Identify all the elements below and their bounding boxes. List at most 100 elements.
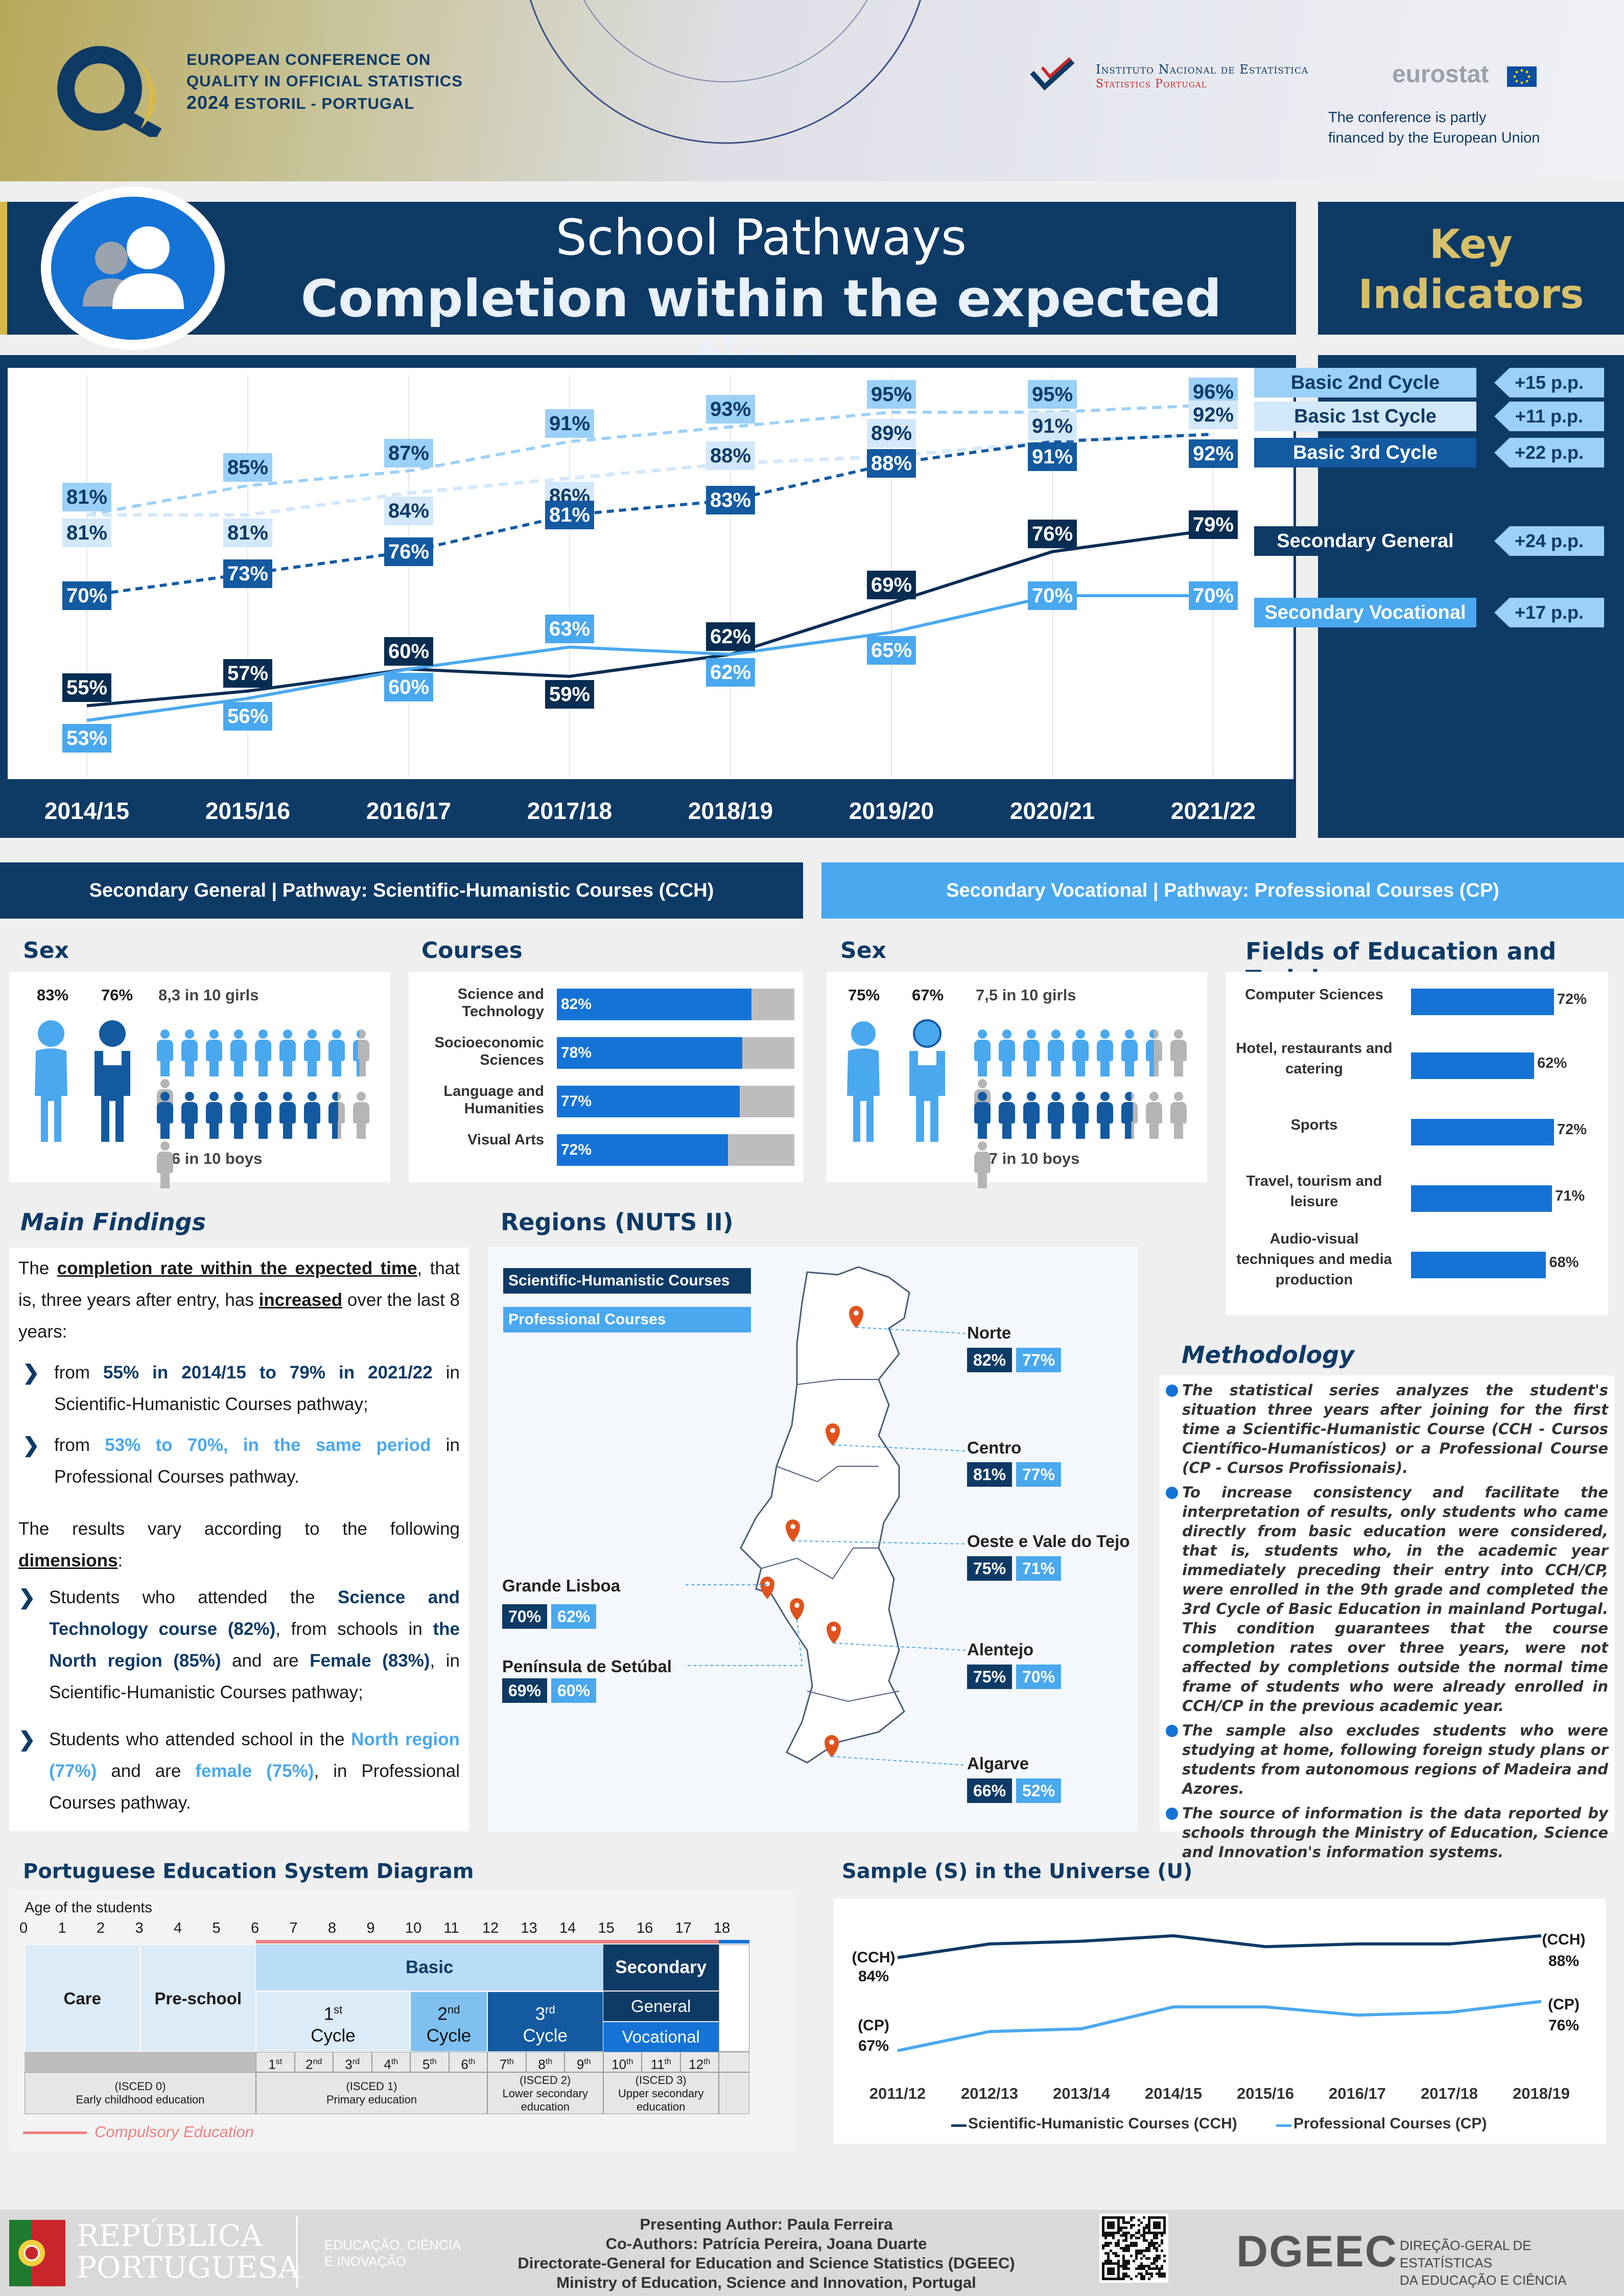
field-bar: [1411, 1185, 1552, 1212]
region-name: Algarve: [967, 1754, 1029, 1773]
portugal-map: [685, 1266, 966, 1766]
legend-cp: Professional Courses: [503, 1307, 751, 1332]
region-cp-value: 77%: [1016, 1348, 1061, 1372]
data-label-basic-1st-cycle: 81%: [223, 518, 273, 547]
person-icon: [1047, 1092, 1065, 1139]
diagram-basic: Basic: [256, 1944, 603, 1990]
map-pin-icon: [786, 1519, 800, 1542]
person-icon: [303, 1029, 321, 1076]
region-name: Norte: [967, 1323, 1011, 1342]
age-tick: 3: [135, 1920, 144, 1936]
sv-sex-title: Sex: [840, 938, 886, 964]
data-label-basic-3rd-cycle: 70%: [62, 581, 112, 610]
data-label-basic-1st-cycle: 81%: [62, 518, 112, 547]
data-label-basic-2nd-cycle: 81%: [62, 482, 112, 511]
region-cp-value: 52%: [1016, 1778, 1061, 1803]
methodology-item: The sample also excludes students who we…: [1166, 1721, 1608, 1798]
age-tick: 2: [97, 1920, 105, 1936]
grade-end: [719, 2052, 750, 2072]
person-icon: [229, 1092, 248, 1139]
conference-logo: [56, 40, 169, 140]
data-label-basic-2nd-cycle: 91%: [545, 409, 595, 438]
title-accent: [0, 202, 7, 335]
map-pin-icon: [849, 1306, 863, 1328]
male-figure-icon: [909, 1019, 945, 1142]
age-tick: 7: [289, 1920, 298, 1936]
region-cch-value: 75%: [967, 1556, 1012, 1581]
legend-cch: Scientific-Humanistic Courses: [503, 1268, 751, 1294]
grade-cell: 12th: [680, 2052, 719, 2072]
ine-name: Instituto Nacional de Estatística: [1096, 62, 1309, 77]
sample-cch-end: (CCH): [1542, 1931, 1586, 1948]
sv-gender-figures: [847, 1019, 945, 1142]
region-cch-value: 66%: [967, 1778, 1012, 1803]
course-bar: 77%: [557, 1086, 740, 1117]
data-label-secondary-vocational: 63%: [545, 615, 595, 644]
qr-code-icon[interactable]: [1099, 2214, 1168, 2283]
data-label-secondary-vocational: 62%: [705, 658, 756, 687]
sample-series-line: [897, 2000, 1542, 2052]
data-label-basic-3rd-cycle: 83%: [705, 486, 756, 515]
age-tick: 5: [212, 1920, 221, 1936]
legend-entry: Secondary General: [1254, 526, 1476, 556]
age-band-end: [719, 1940, 750, 1943]
sample-legend-cp: Professional Courses (CP): [1293, 2115, 1487, 2132]
person-icon: [327, 1029, 346, 1076]
field-value: 68%: [1549, 1254, 1579, 1271]
sg-section-header: Secondary General | Pathway: Scientific-…: [0, 862, 803, 919]
author-credits: Presenting Author: Paula Ferreira Co-Aut…: [517, 2215, 1015, 2291]
sample-line-chart: [897, 1934, 1542, 2052]
eurostat-logo: eurostat: [1392, 61, 1489, 88]
x-tick-label: 2019/20: [849, 798, 934, 824]
data-label-basic-1st-cycle: 89%: [866, 419, 916, 448]
person-icon: [180, 1029, 199, 1076]
person-icon: [352, 1092, 370, 1139]
main-findings-title: Main Findings: [20, 1208, 206, 1236]
data-label-secondary-vocational: 60%: [384, 672, 434, 701]
data-label-secondary-general: 62%: [705, 622, 756, 651]
legend-entry: Basic 3rd Cycle: [1254, 438, 1476, 467]
region-cp-value: 77%: [1016, 1462, 1061, 1487]
field-label: Hotel, restaurants and catering: [1236, 1040, 1393, 1077]
sv-girls-text: 7,5 in 10 girls: [976, 986, 1076, 1004]
data-label-secondary-general: 57%: [223, 659, 273, 688]
person-icon: [303, 1092, 321, 1139]
sv-boys-pct: 67%: [912, 986, 944, 1004]
main-line-chart: [86, 376, 1214, 777]
sample-cp-start-val: 67%: [858, 2037, 889, 2054]
main-chart-plot: [8, 368, 1293, 779]
course-bar: 72%: [557, 1134, 728, 1166]
conference-name: EUROPEAN CONFERENCE ON QUALITY IN OFFICI…: [186, 51, 463, 113]
region-cch-value: 70%: [502, 1604, 547, 1629]
data-label-secondary-general: 55%: [62, 673, 112, 702]
x-tick-label: 2018/19: [688, 798, 773, 824]
data-label-basic-3rd-cycle: 73%: [223, 559, 273, 588]
age-tick: 17: [675, 1920, 692, 1936]
field-value: 62%: [1537, 1055, 1567, 1071]
field-value: 71%: [1555, 1188, 1585, 1204]
portugal-flag-icon: [9, 2220, 65, 2286]
region-name: Oeste e Vale do Tejo: [967, 1532, 1130, 1551]
republica-logo: REPÚBLICA PORTUGUESA: [77, 2218, 299, 2285]
course-bar: 82%: [557, 989, 752, 1020]
grade-cell: 3rd: [333, 2052, 372, 2072]
chevron-right-icon: ❯: [22, 1434, 40, 1457]
person-icon: [156, 1092, 174, 1139]
age-label: Age of the students: [25, 1900, 152, 1916]
person-icon: [1022, 1092, 1041, 1139]
sample-cch-start: (CCH): [852, 1949, 896, 1966]
region-name: Alentejo: [967, 1640, 1034, 1659]
region-cch-value: 82%: [967, 1348, 1012, 1372]
data-label-secondary-vocational: 56%: [223, 702, 273, 731]
data-label-basic-3rd-cycle: 76%: [384, 537, 434, 566]
sg-pictogram: [156, 1029, 391, 1188]
pictogram-row: [156, 1029, 391, 1126]
sample-series-line: [897, 1934, 1542, 1959]
field-value: 72%: [1557, 991, 1587, 1008]
grade-cell: 5th: [410, 2052, 449, 2072]
person-icon: [254, 1029, 272, 1076]
sample-cp-end-val: 76%: [1548, 2017, 1580, 2034]
data-label-secondary-general: 79%: [1188, 510, 1238, 539]
data-label-secondary-general: 69%: [866, 571, 916, 600]
female-figure-icon: [847, 1019, 880, 1142]
